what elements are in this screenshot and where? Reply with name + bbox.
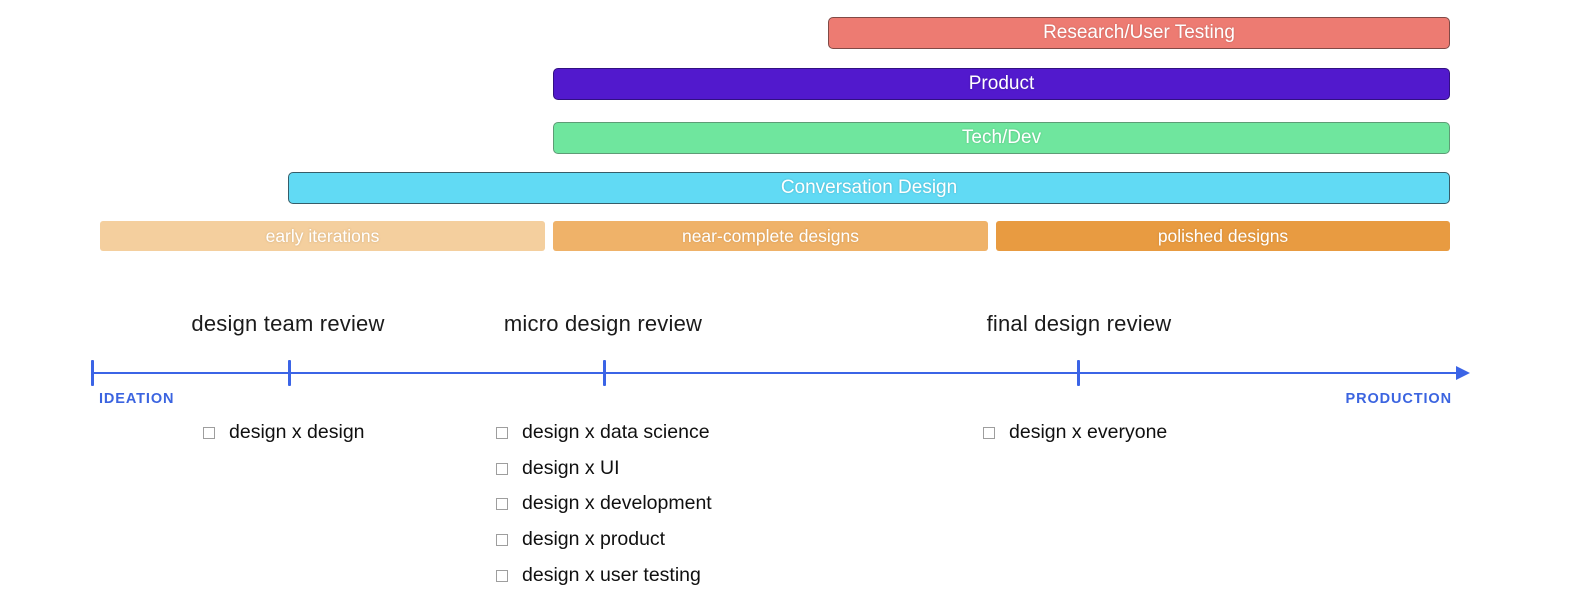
timeline-tick <box>603 360 606 386</box>
checklist-item: design x design <box>203 421 365 444</box>
checklist-item-label: design x data science <box>522 421 710 443</box>
bar-conversation-design: Conversation Design <box>288 172 1450 204</box>
review-title-final-design: final design review <box>986 311 1172 336</box>
bar-label: early iterations <box>265 226 380 246</box>
bar-label: Research/User Testing <box>1043 22 1235 43</box>
checklist-item-label: design x everyone <box>1009 421 1168 443</box>
timeline-tick <box>91 360 94 386</box>
bar-label: Product <box>968 73 1035 94</box>
bar-research-user-testing: Research/User Testing <box>828 17 1450 49</box>
checkbox-icon[interactable] <box>496 533 508 546</box>
checklist-item: design x UI <box>496 457 620 480</box>
checklist-item: design x product <box>496 528 665 551</box>
bar-product: Product <box>553 68 1450 100</box>
timeline-tick <box>288 360 291 386</box>
checkbox-icon[interactable] <box>496 497 508 510</box>
bar-polished-designs: polished designs <box>996 221 1450 251</box>
checklist-item: design x user testing <box>496 564 701 587</box>
review-title-micro-design: micro design review <box>503 311 703 336</box>
checklist-item: design x data science <box>496 421 710 444</box>
bar-near-complete-designs: near-complete designs <box>553 221 988 251</box>
checkbox-icon[interactable] <box>983 426 995 439</box>
checkbox-icon[interactable] <box>496 426 508 439</box>
checklist-item: design x development <box>496 492 712 515</box>
review-title-design-team: design team review <box>191 311 385 336</box>
checkbox-icon[interactable] <box>496 569 508 582</box>
bar-early-iterations: early iterations <box>100 221 545 251</box>
bar-label: near-complete designs <box>681 226 860 246</box>
arrow-right-icon <box>1456 366 1470 380</box>
production-label: PRODUCTION <box>1345 391 1452 407</box>
checklist-item-label: design x development <box>522 492 712 514</box>
bar-label: Conversation Design <box>780 177 958 198</box>
timeline-tick <box>1077 360 1080 386</box>
checklist-item: design x everyone <box>983 421 1167 444</box>
checklist-item-label: design x UI <box>522 457 620 479</box>
checkbox-icon[interactable] <box>203 426 215 439</box>
timeline-axis <box>92 372 1458 374</box>
checklist-item-label: design x user testing <box>522 564 701 586</box>
checklist-item-label: design x design <box>229 421 365 443</box>
ideation-label: IDEATION <box>99 391 175 407</box>
bar-label: Tech/Dev <box>961 127 1042 148</box>
checkbox-icon[interactable] <box>496 462 508 475</box>
checklist-item-label: design x product <box>522 528 666 550</box>
bar-tech-dev: Tech/Dev <box>553 122 1450 154</box>
bar-label: polished designs <box>1157 226 1289 246</box>
